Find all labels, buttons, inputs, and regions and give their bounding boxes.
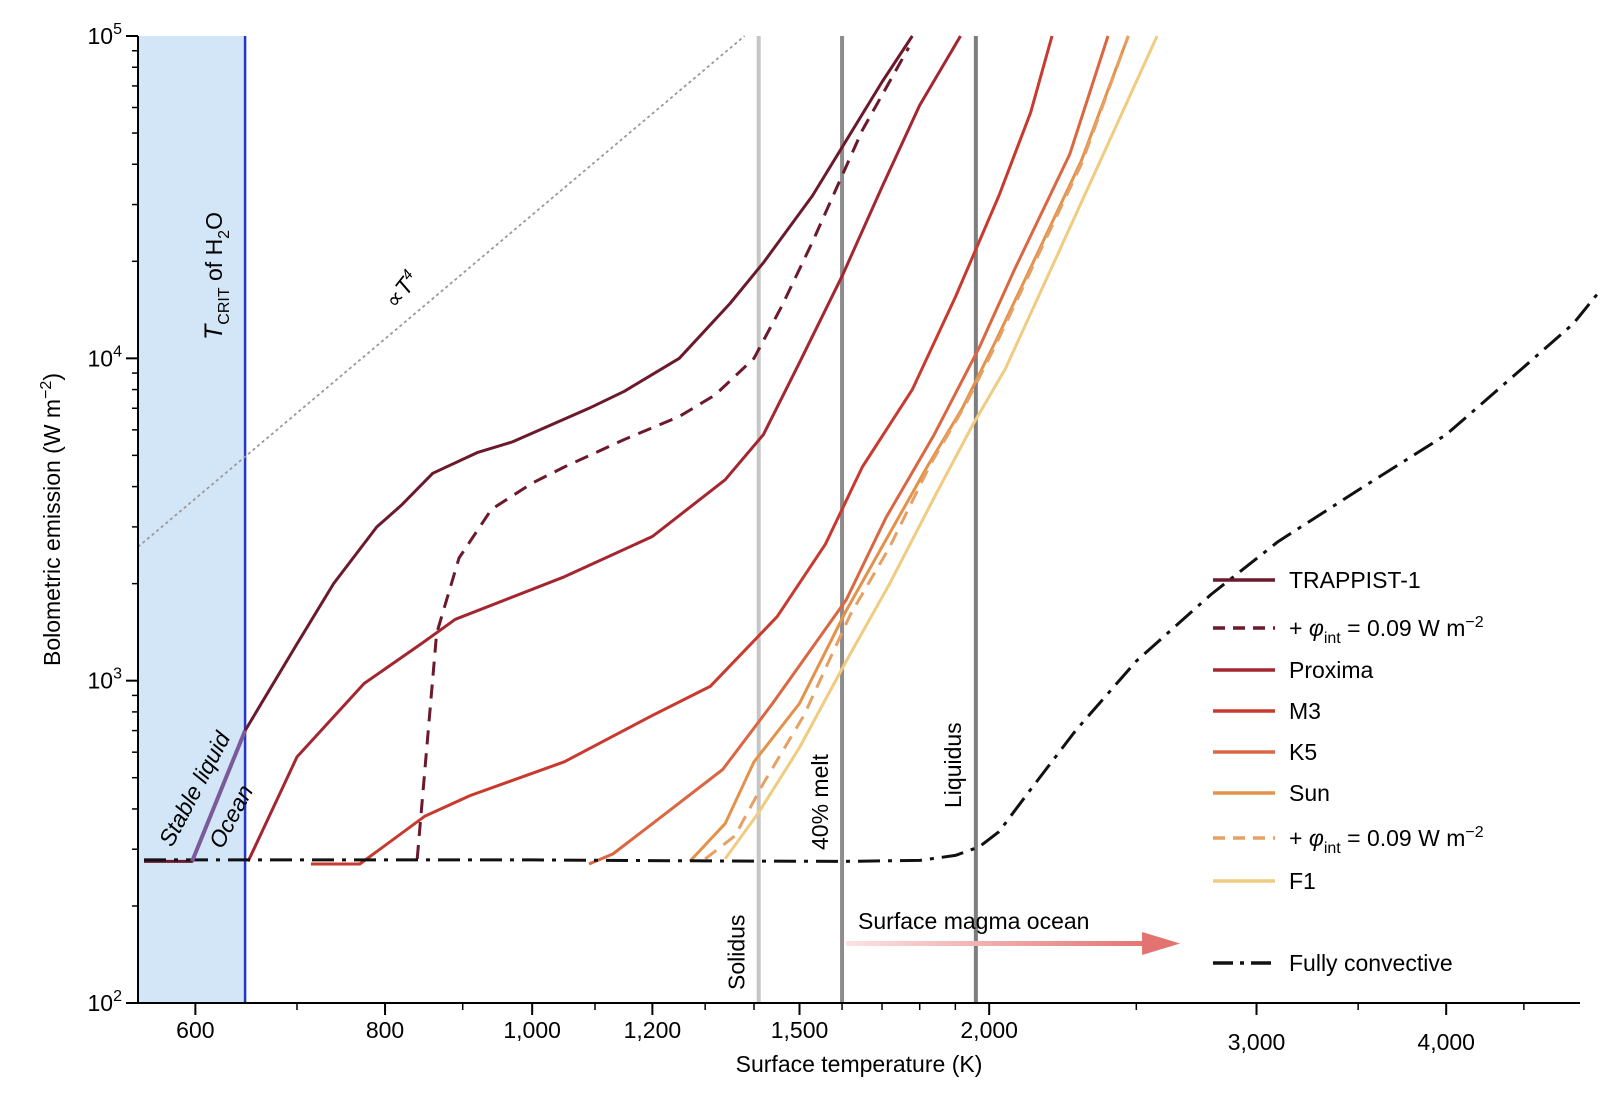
legend-label: K5: [1289, 739, 1317, 765]
legend-label: Proxima: [1289, 657, 1374, 683]
legend-label: + φint = 0.09 W m−2: [1289, 614, 1484, 647]
series-line-4: [588, 35, 1110, 866]
y-tick-label: 103: [88, 666, 123, 694]
series-line-1: [415, 46, 910, 860]
x-tick-label: 1,200: [624, 1017, 682, 1043]
x-tick-label: 800: [366, 1017, 404, 1043]
solidus-label: Solidus: [724, 915, 750, 990]
x-tick-label: 600: [176, 1017, 214, 1043]
stable-liquid-segment: [190, 729, 247, 863]
legend-label: F1: [1289, 868, 1316, 894]
y-tick-label: 105: [88, 21, 123, 49]
stable-water-region: [138, 36, 246, 1003]
legend-label: + φint = 0.09 W m−2: [1289, 824, 1484, 857]
x-tick-label: 3,000: [1228, 1029, 1286, 1055]
y-axis-title: Bolometric emission (W m−2): [38, 373, 65, 666]
magma-ocean-arrow-shaft: [846, 941, 1147, 946]
y-tick-label: 102: [88, 988, 123, 1016]
power-law-label: ∝T4: [379, 266, 423, 313]
tcrit-label: TCRIT of H2O: [200, 212, 233, 340]
melt-40-label: 40% melt: [807, 754, 833, 850]
series-line-6: [704, 35, 1130, 861]
magma-ocean-arrow-head: [1142, 932, 1181, 955]
series-line-2: [246, 35, 962, 863]
series-line-5: [688, 35, 1130, 863]
x-tick-label: 4,000: [1417, 1029, 1475, 1055]
x-tick-label: 1,000: [503, 1017, 561, 1043]
legend-label: Fully convective: [1289, 950, 1453, 976]
power-law-line: [137, 35, 746, 548]
x-tick-label: 1,500: [771, 1017, 829, 1043]
y-tick-label: 104: [88, 343, 123, 371]
x-axis-title: Surface temperature (K): [736, 1051, 983, 1077]
legend-label: M3: [1289, 698, 1321, 724]
magma-ocean-label: Surface magma ocean: [858, 908, 1089, 934]
legend-label: TRAPPIST-1: [1289, 567, 1421, 593]
x-tick-label: 2,000: [960, 1017, 1018, 1043]
series-line-7: [723, 35, 1159, 860]
series-line-0: [144, 35, 914, 863]
legend-label: Sun: [1289, 780, 1330, 806]
liquidus-label: Liquidus: [940, 722, 966, 808]
series-line-3: [311, 35, 1054, 866]
series-line-8: [144, 291, 1600, 863]
